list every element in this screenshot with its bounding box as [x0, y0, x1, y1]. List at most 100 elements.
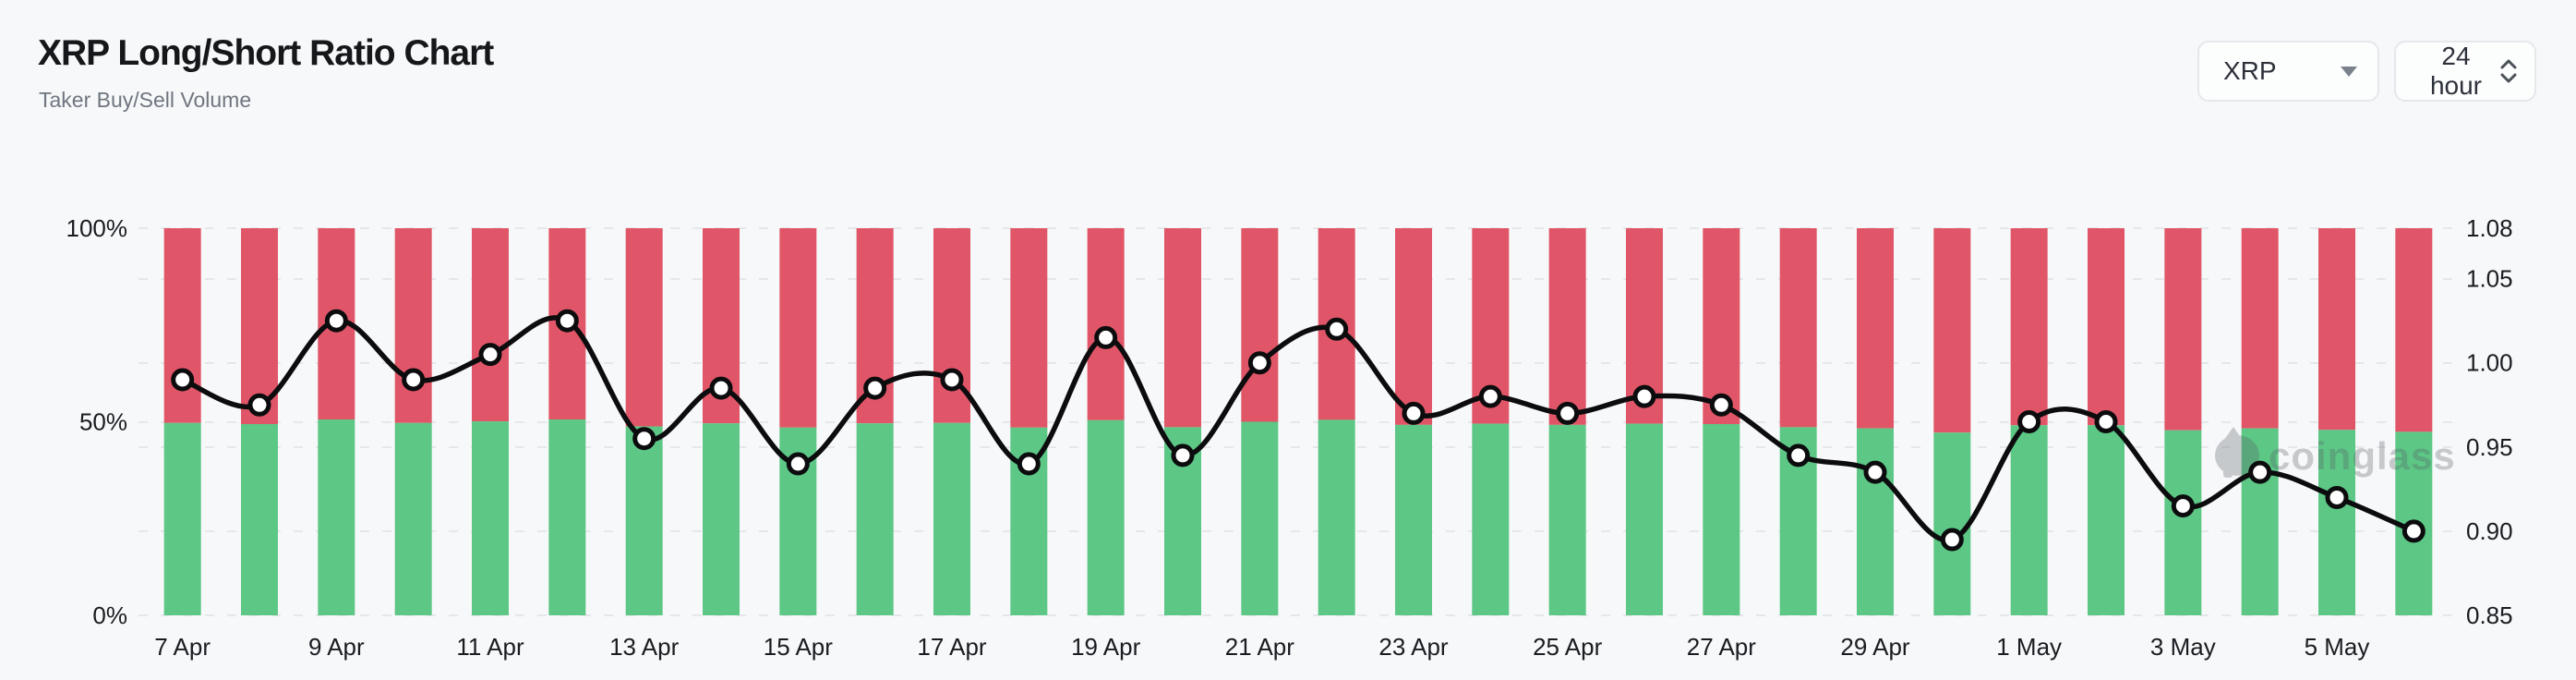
ratio-marker[interactable]	[555, 309, 579, 333]
ratio-marker[interactable]	[402, 368, 426, 392]
right-axis-tick: 0.85	[2466, 601, 2513, 629]
short-bar[interactable]	[1548, 228, 1586, 425]
ratio-marker[interactable]	[2248, 460, 2272, 484]
gridlines	[138, 227, 2456, 616]
short-bar[interactable]	[779, 228, 817, 428]
ratio-marker[interactable]	[1632, 384, 1656, 408]
left-axis-tick: 100%	[66, 214, 128, 242]
long-bar[interactable]	[2241, 428, 2279, 615]
ratio-marker[interactable]	[1017, 452, 1041, 476]
ratio-marker[interactable]	[1171, 443, 1195, 468]
interval-select[interactable]: 24 hour	[2394, 41, 2536, 102]
long-bar[interactable]	[2164, 430, 2202, 615]
up-down-chevrons-icon	[2498, 57, 2520, 85]
x-axis-tick: 29 Apr	[1840, 633, 1910, 661]
x-axis-tick: 15 Apr	[764, 633, 834, 661]
short-bar[interactable]	[625, 228, 663, 427]
short-bar[interactable]	[1857, 228, 1894, 429]
short-bar[interactable]	[2318, 228, 2355, 431]
coinglass-logo-icon	[2221, 427, 2244, 443]
x-axis-tick: 23 Apr	[1378, 633, 1449, 661]
ratio-marker[interactable]	[863, 376, 887, 400]
ratio-marker[interactable]	[1094, 325, 1118, 349]
ratio-marker[interactable]	[2094, 410, 2118, 433]
long-bar[interactable]	[933, 422, 970, 615]
short-bar[interactable]	[1241, 228, 1279, 422]
right-axis-tick: 1.00	[2466, 349, 2513, 377]
long-bar[interactable]	[1318, 419, 1355, 615]
ratio-marker[interactable]	[1787, 443, 1811, 468]
x-axis-tick: 7 Apr	[154, 633, 211, 661]
short-bar[interactable]	[2010, 228, 2048, 426]
long-bar[interactable]	[625, 426, 663, 615]
long-bar[interactable]	[1087, 419, 1125, 615]
short-bar[interactable]	[1703, 228, 1740, 425]
ratio-marker[interactable]	[2017, 410, 2041, 433]
ratio-marker[interactable]	[478, 343, 502, 367]
long-bar[interactable]	[856, 423, 894, 615]
short-bar[interactable]	[2088, 228, 2125, 426]
ratio-marker[interactable]	[171, 368, 195, 392]
right-axis-tick: 0.90	[2466, 517, 2513, 545]
ratio-marker[interactable]	[247, 393, 271, 417]
short-bar[interactable]	[241, 228, 278, 425]
ratio-marker[interactable]	[1940, 528, 1964, 552]
short-bar[interactable]	[2241, 228, 2279, 429]
long-bar[interactable]	[1857, 428, 1894, 615]
long-bar[interactable]	[1395, 424, 1432, 615]
long-bar[interactable]	[318, 419, 355, 615]
symbol-select[interactable]: XRP	[2197, 41, 2379, 102]
long-bar[interactable]	[1933, 432, 1971, 615]
ratio-marker[interactable]	[1863, 460, 1887, 484]
short-bar[interactable]	[1010, 228, 1048, 428]
short-bar[interactable]	[472, 228, 509, 422]
ratio-marker[interactable]	[786, 452, 810, 476]
x-axis-tick: 11 Apr	[456, 633, 524, 661]
x-axis-tick: 13 Apr	[609, 633, 680, 661]
long-bar[interactable]	[163, 422, 201, 615]
long-bar[interactable]	[1626, 423, 1663, 615]
long-bar[interactable]	[2088, 425, 2125, 615]
ratio-marker[interactable]	[2325, 485, 2349, 509]
x-axis-tick: 27 Apr	[1687, 633, 1757, 661]
ratio-marker[interactable]	[1478, 384, 1502, 408]
ratio-marker[interactable]	[2171, 494, 2195, 518]
symbol-select-value: XRP	[2223, 56, 2277, 85]
ratio-marker[interactable]	[709, 376, 733, 400]
ratio-marker[interactable]	[1247, 351, 1271, 375]
long-bar[interactable]	[1703, 424, 1740, 615]
short-bar[interactable]	[1933, 228, 1971, 433]
x-axis-tick: 3 May	[2150, 633, 2216, 661]
long-bar[interactable]	[548, 419, 586, 615]
long-bar[interactable]	[472, 421, 509, 615]
short-bar[interactable]	[2164, 228, 2202, 431]
ratio-marker[interactable]	[1325, 317, 1349, 341]
ratio-marker[interactable]	[632, 427, 656, 451]
ratio-marker[interactable]	[324, 309, 348, 333]
short-bar[interactable]	[2395, 228, 2433, 432]
ratio-marker[interactable]	[1402, 401, 1426, 425]
x-axis-tick: 1 May	[1996, 633, 2062, 661]
ratio-marker[interactable]	[1709, 393, 1733, 417]
long-bar[interactable]	[1241, 421, 1279, 616]
ratio-marker[interactable]	[940, 368, 964, 392]
long-bar[interactable]	[1472, 423, 1510, 615]
short-bar[interactable]	[1164, 228, 1201, 428]
long-bar[interactable]	[241, 424, 278, 615]
long-bar[interactable]	[2010, 425, 2048, 615]
ratio-marker[interactable]	[1556, 401, 1580, 425]
short-bar[interactable]	[1779, 228, 1817, 428]
short-bar[interactable]	[1395, 228, 1432, 425]
long-bar[interactable]	[394, 422, 432, 615]
ratio-marker[interactable]	[2401, 519, 2426, 543]
short-bar[interactable]	[394, 228, 432, 423]
short-bar[interactable]	[1087, 228, 1125, 420]
chevron-down-icon	[2341, 66, 2357, 77]
short-bar[interactable]	[163, 228, 201, 423]
right-axis-tick: 1.08	[2466, 214, 2513, 242]
long-bar[interactable]	[2318, 430, 2355, 615]
long-bar[interactable]	[1548, 424, 1586, 615]
coinglass-logo-icon	[2215, 435, 2259, 476]
long-bar[interactable]	[703, 423, 740, 615]
